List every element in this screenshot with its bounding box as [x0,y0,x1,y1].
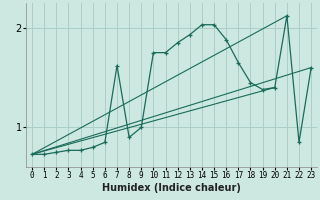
X-axis label: Humidex (Indice chaleur): Humidex (Indice chaleur) [102,183,241,193]
